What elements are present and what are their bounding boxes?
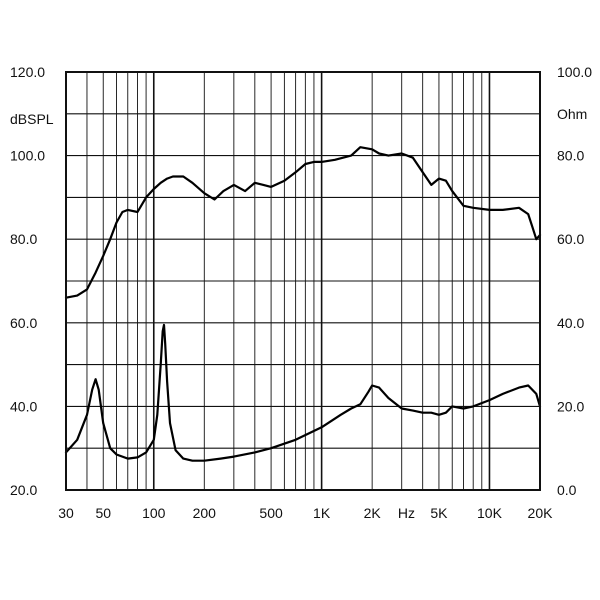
y-left-tick-label: 80.0 bbox=[10, 231, 37, 247]
y-right-tick-label: 60.0 bbox=[557, 231, 584, 247]
y-right-axis-label: Ohm bbox=[557, 106, 587, 122]
x-tick-label: 20K bbox=[528, 505, 554, 521]
x-tick-label: 200 bbox=[193, 505, 217, 521]
tick-labels: 20.0 40.0 60.0 80.0 100.0 120.0 0.0 20.0 40.0 60.… bbox=[10, 64, 592, 521]
y-right-tick-label: 0.0 bbox=[557, 482, 577, 498]
y-right-tick-label: 20.0 bbox=[557, 398, 584, 414]
curves bbox=[64, 146, 542, 462]
spl-curve bbox=[64, 146, 542, 299]
y-right-tick-label: 40.0 bbox=[557, 315, 584, 331]
y-left-tick-label: 100.0 bbox=[10, 148, 45, 164]
x-tick-label: 5K bbox=[430, 505, 448, 521]
x-axis-label: Hz bbox=[398, 505, 415, 521]
y-left-tick-label: 120.0 bbox=[10, 64, 45, 80]
x-tick-label: 1K bbox=[313, 505, 331, 521]
y-right-tick-label: 100.0 bbox=[557, 64, 592, 80]
y-left-tick-label: 60.0 bbox=[10, 315, 37, 331]
x-tick-label: 2K bbox=[364, 505, 382, 521]
impedance-curve bbox=[64, 323, 542, 462]
plot-frame bbox=[65, 71, 541, 491]
x-tick-label: 50 bbox=[95, 505, 111, 521]
y-left-tick-label: 40.0 bbox=[10, 398, 37, 414]
grid bbox=[65, 72, 541, 490]
x-tick-label: 500 bbox=[259, 505, 283, 521]
x-tick-label: 100 bbox=[142, 505, 166, 521]
x-tick-label: 10K bbox=[477, 505, 503, 521]
y-left-axis-label: dBSPL bbox=[10, 111, 54, 127]
y-right-tick-label: 80.0 bbox=[557, 148, 584, 164]
y-left-tick-label: 20.0 bbox=[10, 482, 37, 498]
x-tick-label: 30 bbox=[58, 505, 74, 521]
